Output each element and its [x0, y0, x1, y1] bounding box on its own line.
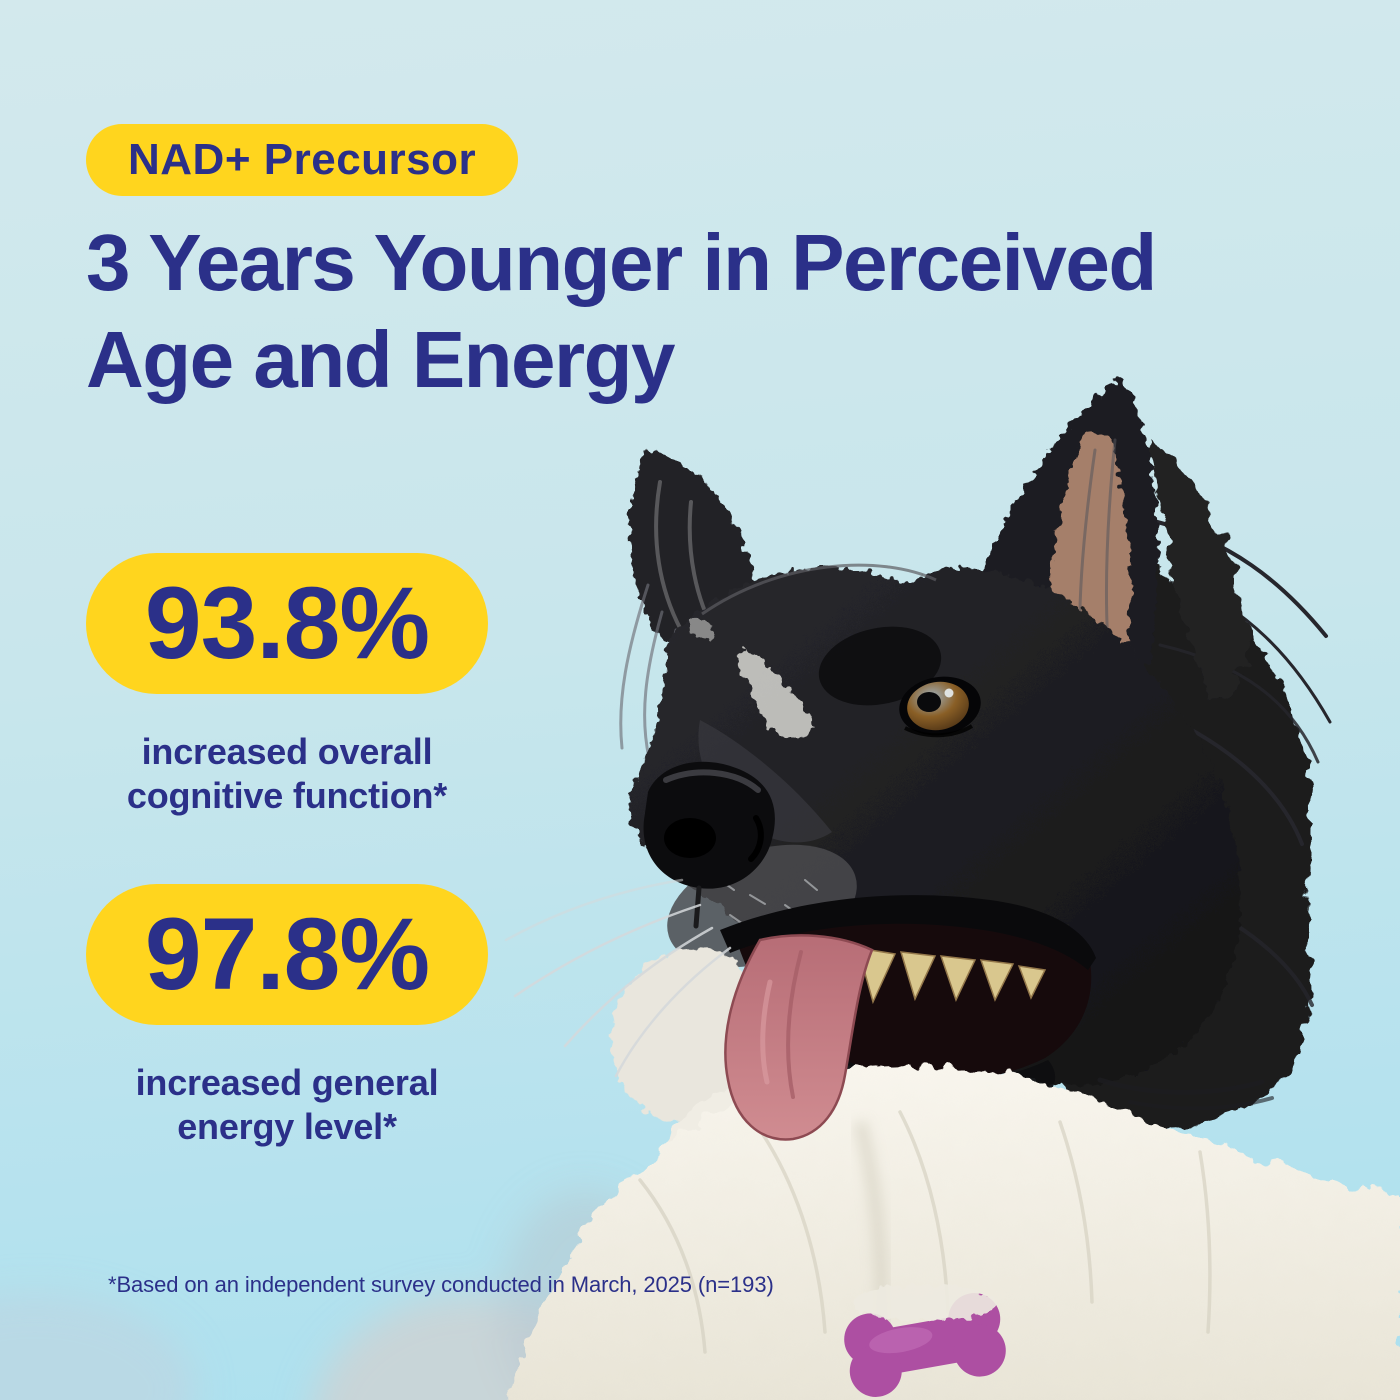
stat-energy-caption-line-1: increased general	[135, 1062, 439, 1103]
dog-brow	[818, 626, 942, 706]
dog-teeth	[856, 947, 1047, 1005]
dog-tongue	[724, 934, 874, 1141]
headline-line-1: 3 Years Younger in Perceived	[86, 218, 1157, 307]
dog-neck-wisps	[1097, 1077, 1274, 1111]
stat-energy-value: 97.8%	[144, 897, 430, 1011]
headline-line-2: Age and Energy	[86, 315, 676, 404]
stat-cognitive-value: 93.8%	[144, 566, 430, 680]
stat-cognitive: 93.8% increased overall cognitive functi…	[86, 553, 488, 818]
dog-chin-fur	[611, 947, 765, 1123]
dog-upper-lip	[720, 895, 1096, 970]
stat-cognitive-caption-line-2: cognitive function*	[126, 775, 448, 816]
stat-cognitive-caption: increased overall cognitive function*	[86, 730, 488, 818]
dog-blaze	[688, 619, 816, 740]
dog-nose	[643, 761, 775, 929]
fur-over-tag	[853, 1285, 997, 1321]
footnote: *Based on an independent survey conducte…	[108, 1272, 774, 1297]
stat-cognitive-caption-line-1: increased overall	[141, 731, 433, 772]
stat-energy-caption: increased general energy level*	[86, 1061, 488, 1149]
stat-energy: 97.8% increased general energy level*	[86, 884, 488, 1149]
dog-head-rimlight	[701, 563, 937, 616]
dog-whiskers	[504, 878, 732, 1078]
stat-energy-caption-line-2: energy level*	[177, 1106, 397, 1147]
stat-energy-value-pill: 97.8%	[86, 884, 488, 1025]
nad-precursor-badge: NAD+ Precursor	[86, 124, 519, 196]
dog-eye	[899, 676, 981, 738]
headline: 3 Years Younger in Perceived Age and Ene…	[86, 214, 1157, 408]
dog	[504, 378, 1400, 1400]
stat-cognitive-value-pill: 93.8%	[86, 553, 488, 694]
